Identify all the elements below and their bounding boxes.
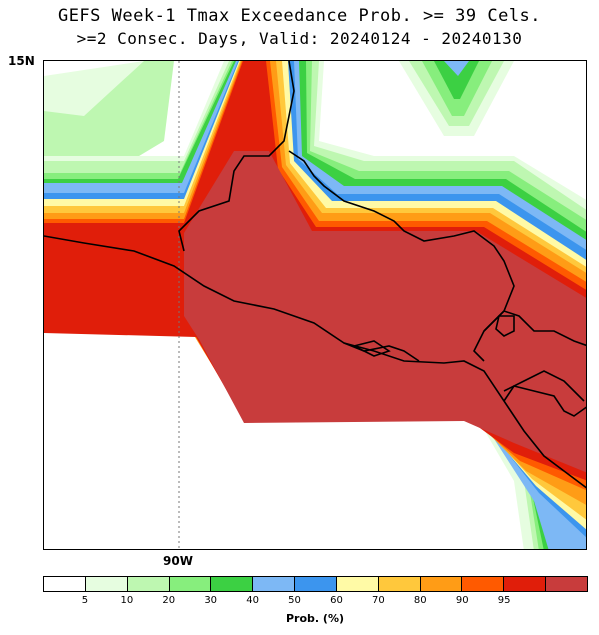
map-area xyxy=(43,60,587,550)
band-ne-30 xyxy=(434,61,479,99)
colorbar-segment xyxy=(85,577,128,591)
map-title: GEFS Week-1 Tmax Exceedance Prob. >= 39 … xyxy=(57,6,542,26)
coastlines-borders xyxy=(44,61,586,489)
colorbar-tick-label: 95 xyxy=(497,595,511,606)
colorbar-tick-label: 70 xyxy=(372,595,385,606)
colorbar-tick-label: 60 xyxy=(330,595,343,606)
colorbar-segment xyxy=(169,577,212,591)
colorbar-segment xyxy=(504,577,547,591)
band-ne-40 xyxy=(444,61,469,76)
latitude-label: 15N xyxy=(8,54,35,68)
colorbar-tick-label: 50 xyxy=(288,595,301,606)
lake xyxy=(495,315,515,337)
colorbar-tick-label: 30 xyxy=(204,595,218,606)
colorbar-tick-label: 80 xyxy=(413,595,427,606)
probability-map xyxy=(44,61,586,549)
colorbar-segment xyxy=(127,577,170,591)
mexico-guatemala-border xyxy=(178,61,295,252)
colorbar-segment xyxy=(295,577,337,591)
colorbar-segment xyxy=(378,577,421,591)
colorbar-segment xyxy=(546,577,587,591)
colorbar xyxy=(43,576,588,592)
band-95plus xyxy=(184,151,586,473)
colorbar-tick-label: 90 xyxy=(455,595,469,606)
coast-east xyxy=(503,370,585,402)
colorbar-segment xyxy=(44,577,86,591)
colorbar-tick-label: 10 xyxy=(120,595,134,606)
colorbar-tick-label: 20 xyxy=(162,595,176,606)
map-subtitle: >=2 Consec. Days, Valid: 20240124 - 2024… xyxy=(76,29,523,48)
colorbar-segment xyxy=(211,577,254,591)
band-nw-10 xyxy=(44,61,174,176)
colorbar-tick-label: 40 xyxy=(246,595,259,606)
longitude-label: 90W xyxy=(163,554,193,568)
colorbar-segment xyxy=(462,577,505,591)
colorbar-segment xyxy=(253,577,296,591)
honduras-border xyxy=(483,310,586,347)
inlet xyxy=(351,340,391,357)
colorbar-segment xyxy=(420,577,463,591)
pacific-coastline xyxy=(44,235,586,489)
colorbar-tick-label: 5 xyxy=(81,595,89,606)
colorbar-segment xyxy=(336,577,379,591)
colorbar-title: Prob. (%) xyxy=(285,612,344,625)
probability-bands xyxy=(44,61,586,549)
